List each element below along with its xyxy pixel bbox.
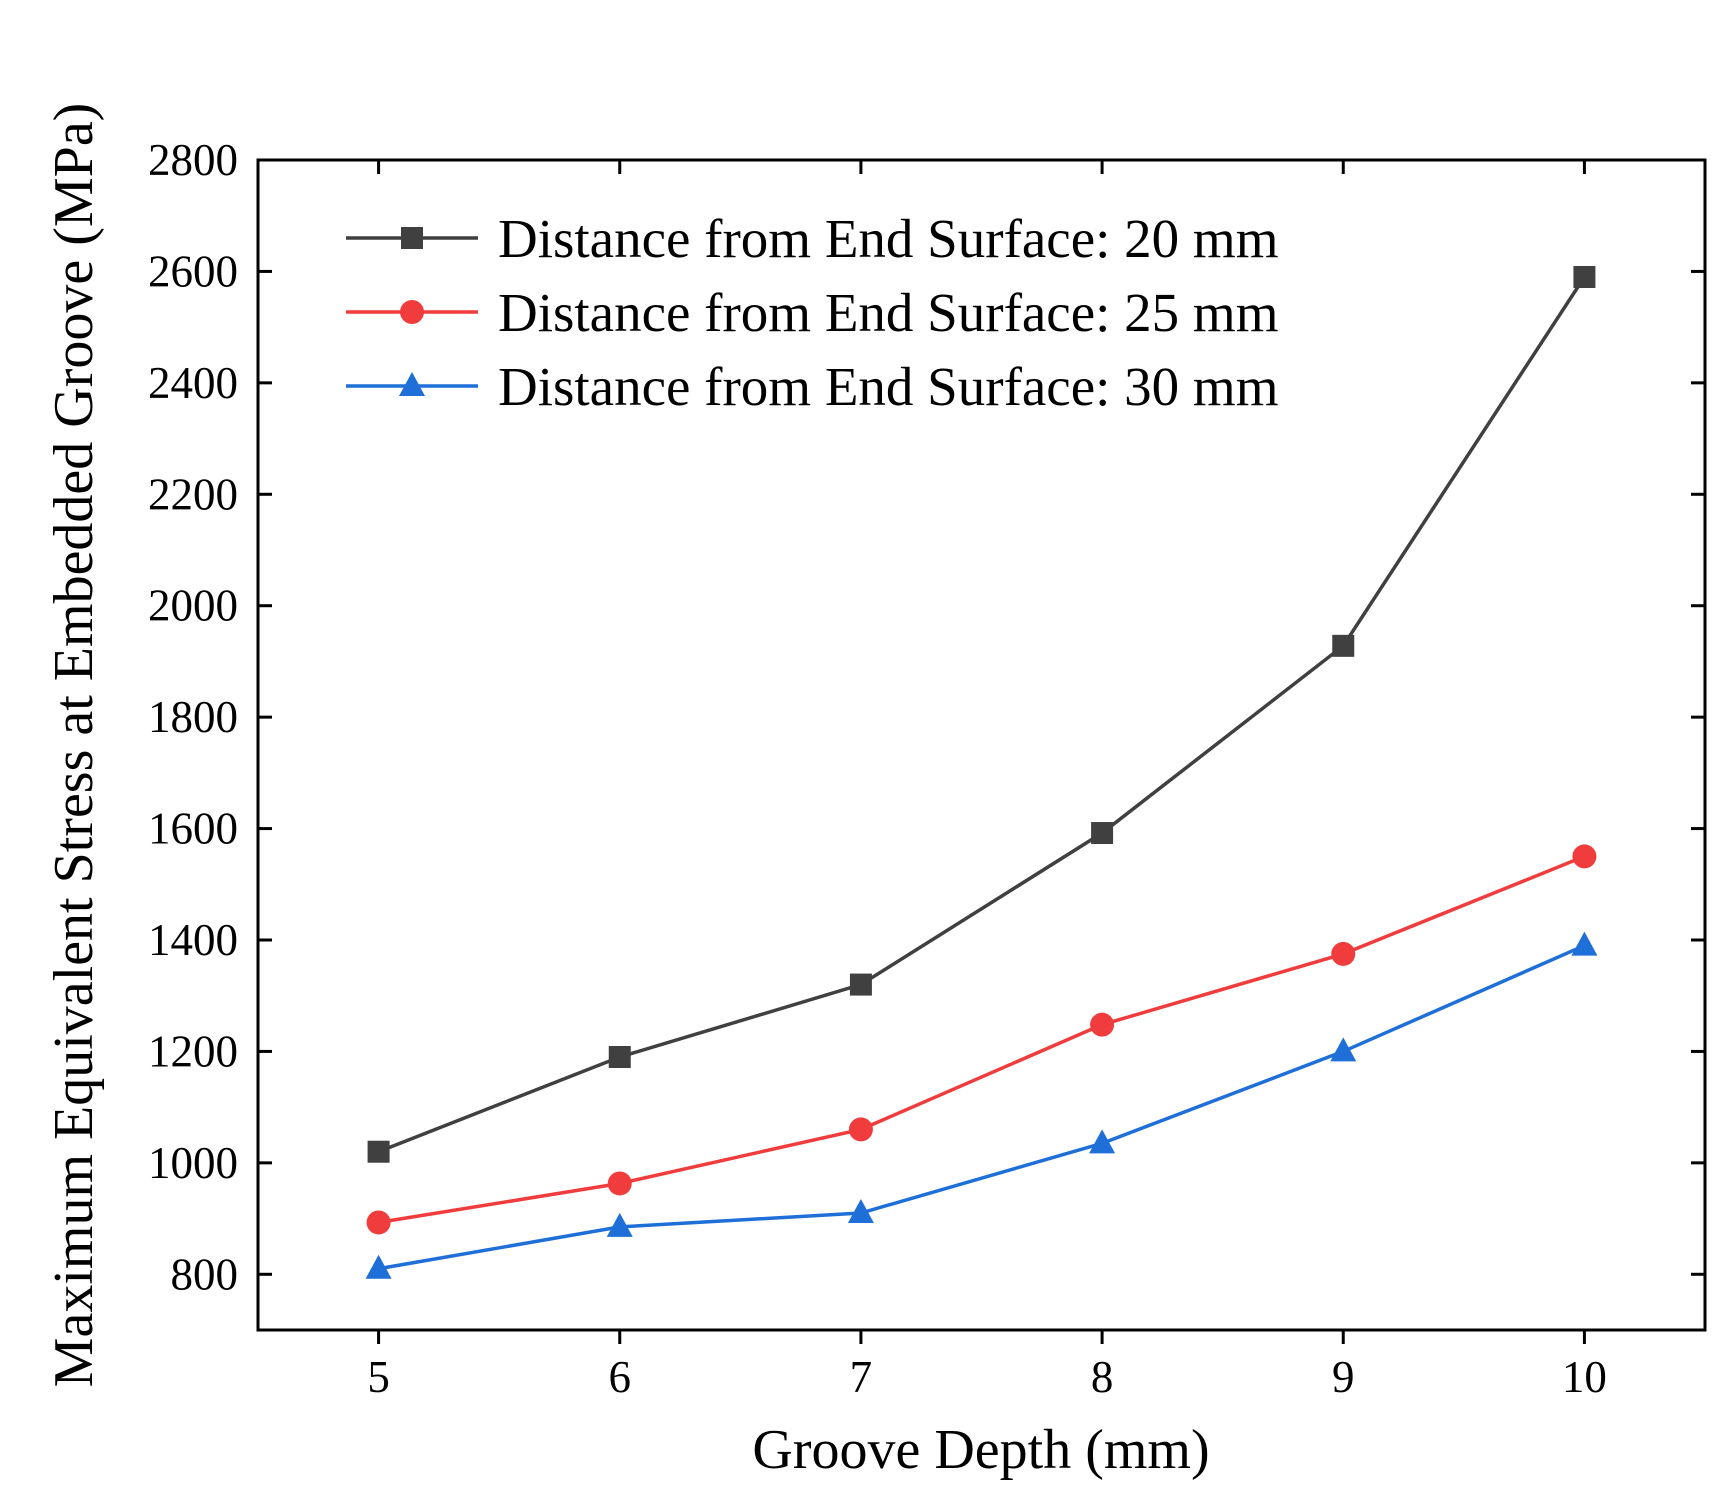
series-1 bbox=[367, 266, 1596, 1163]
legend-item: Distance from End Surface: 25 mm bbox=[346, 282, 1278, 343]
x-tick-label: 7 bbox=[850, 1352, 873, 1402]
series-line bbox=[378, 943, 1586, 1271]
legend-label: Distance from End Surface: 30 mm bbox=[498, 356, 1278, 417]
data-point bbox=[1331, 941, 1356, 966]
y-tick-label: 2200 bbox=[148, 469, 238, 519]
y-tick-label: 1400 bbox=[148, 915, 238, 965]
series-line bbox=[377, 276, 1586, 1154]
data-point bbox=[1571, 931, 1598, 956]
data-point bbox=[1572, 844, 1597, 869]
series-layer bbox=[365, 266, 1598, 1279]
x-tick-label: 9 bbox=[1332, 1352, 1355, 1402]
y-tick-label: 1600 bbox=[148, 804, 238, 854]
data-point bbox=[606, 1212, 633, 1237]
x-tick-label: 6 bbox=[609, 1352, 632, 1402]
series-line bbox=[378, 854, 1586, 1225]
y-tick-label: 1800 bbox=[148, 692, 238, 742]
x-tick-label: 10 bbox=[1562, 1352, 1607, 1402]
data-point bbox=[607, 1171, 632, 1196]
data-point bbox=[1573, 266, 1596, 288]
legend-marker bbox=[401, 227, 423, 249]
y-tick-label: 1200 bbox=[148, 1026, 238, 1076]
data-point bbox=[848, 1117, 873, 1142]
data-point bbox=[366, 1210, 391, 1235]
x-tick-label: 5 bbox=[367, 1352, 390, 1402]
legend-label: Distance from End Surface: 20 mm bbox=[498, 208, 1278, 269]
legend-marker bbox=[400, 300, 424, 324]
data-point bbox=[847, 1199, 874, 1223]
y-tick-label: 2000 bbox=[148, 581, 238, 631]
x-axis-title: Groove Depth (mm) bbox=[752, 1419, 1209, 1481]
y-axis: 800 1000 1200 1400 1600 1800 2000 2200 2400 2600 2… bbox=[148, 135, 1705, 1299]
legend-marker bbox=[399, 372, 425, 396]
legend-item: Distance from End Surface: 20 mm bbox=[346, 208, 1278, 269]
series-3 bbox=[365, 931, 1598, 1279]
plot-area bbox=[256, 158, 1707, 1332]
data-point bbox=[608, 1046, 631, 1068]
legend: Distance from End Surface: 20 mm Distance… bbox=[346, 208, 1278, 417]
data-point bbox=[1090, 1012, 1115, 1037]
y-tick-label: 2600 bbox=[148, 246, 238, 296]
data-point bbox=[1089, 1129, 1116, 1154]
y-tick-label: 1000 bbox=[148, 1138, 238, 1188]
y-tick-label: 2800 bbox=[148, 135, 238, 185]
series-2 bbox=[366, 844, 1597, 1235]
data-point bbox=[1330, 1037, 1357, 1062]
data-point bbox=[365, 1254, 392, 1279]
y-axis-title: Maximum Equivalent Stress at Embedded Gr… bbox=[43, 103, 105, 1388]
data-point bbox=[367, 1140, 390, 1163]
y-tick-label: 2400 bbox=[148, 358, 238, 408]
x-tick-label: 8 bbox=[1091, 1352, 1114, 1402]
data-point bbox=[1332, 634, 1355, 657]
legend-label: Distance from End Surface: 25 mm bbox=[498, 282, 1278, 343]
legend-item: Distance from End Surface: 30 mm bbox=[346, 356, 1278, 417]
y-tick-label: 800 bbox=[171, 1249, 239, 1299]
x-axis: 5 6 7 8 9 10 bbox=[367, 160, 1607, 1402]
data-point bbox=[1091, 822, 1114, 845]
data-point bbox=[849, 973, 872, 996]
